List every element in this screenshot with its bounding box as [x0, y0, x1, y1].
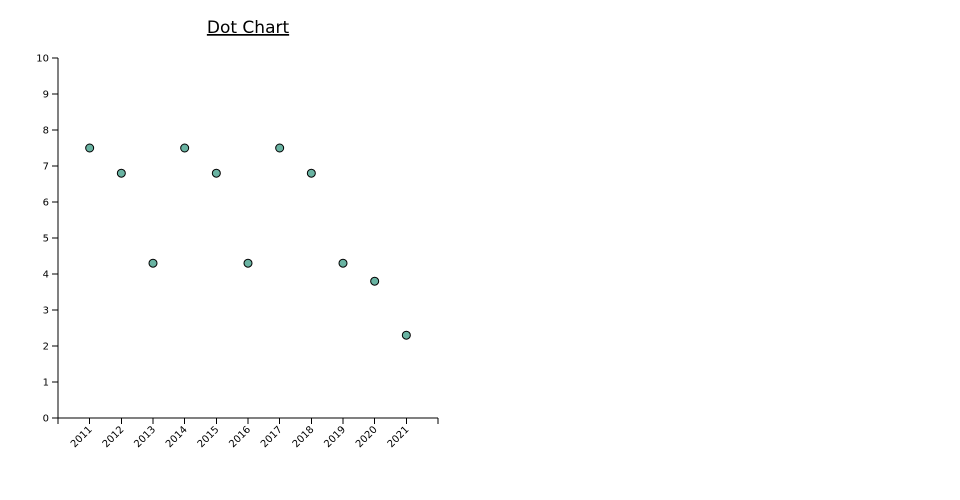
y-tick-label: 7	[43, 162, 49, 173]
x-axis: 2011 2012 2013 2014 2015 2016 2017 2018 2019 2020…	[57, 417, 439, 450]
y-axis: 0 1 2 3 4 5 6 7 8 9 10	[36, 54, 59, 425]
x-tick-label: 2015	[196, 424, 222, 450]
y-tick-label: 5	[43, 234, 49, 245]
y-tick-label: 2	[43, 342, 49, 353]
y-tick-label: 4	[43, 270, 49, 281]
x-tick-label: 2013	[132, 424, 158, 450]
data-points	[85, 143, 411, 340]
y-tick-label: 0	[43, 414, 49, 425]
y-tick-label: 1	[43, 378, 49, 389]
data-point	[243, 258, 253, 268]
x-tick-label: 2021	[386, 424, 412, 450]
data-point	[116, 168, 126, 178]
data-point	[370, 276, 380, 286]
x-tick-label: 2014	[164, 424, 190, 450]
data-point	[338, 258, 348, 268]
chart-title: Dot Chart	[207, 18, 290, 38]
data-point	[275, 143, 285, 153]
data-point	[306, 168, 316, 178]
data-point	[211, 168, 221, 178]
x-tick-label: 2017	[259, 424, 285, 450]
x-tick-label: 2016	[227, 424, 253, 450]
data-point	[85, 143, 95, 153]
y-tick-label: 6	[43, 198, 49, 209]
x-tick-label: 2011	[69, 424, 95, 450]
data-point	[180, 143, 190, 153]
x-tick-label: 2020	[354, 424, 380, 450]
x-tick-label: 2019	[322, 424, 348, 450]
y-tick-label: 3	[43, 306, 49, 317]
y-tick-label: 9	[43, 90, 49, 101]
x-tick-label: 2012	[101, 424, 127, 450]
x-tick-label: 2018	[291, 424, 317, 450]
y-tick-label: 8	[43, 126, 49, 137]
data-point	[148, 258, 158, 268]
y-tick-label: 10	[36, 54, 49, 65]
data-point	[401, 330, 411, 340]
